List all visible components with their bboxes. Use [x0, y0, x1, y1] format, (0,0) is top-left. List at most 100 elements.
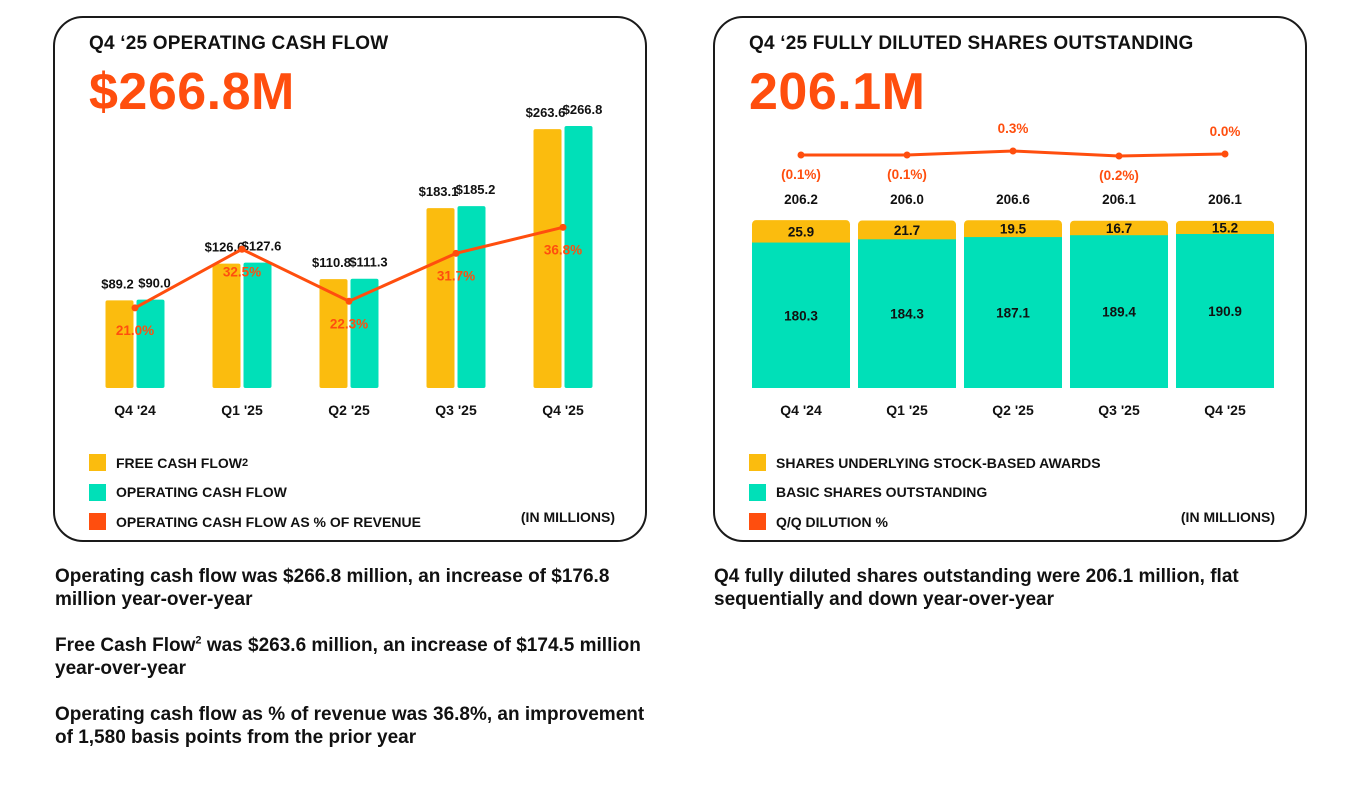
bar-free-cash-flow: [105, 300, 134, 388]
line-point-qq-dilution: [1009, 147, 1017, 155]
x-tick-label: Q2 '25: [992, 402, 1034, 418]
data-label-qq-dilution: 0.0%: [1210, 124, 1241, 139]
bar-stock-based-awards: [858, 220, 956, 244]
legend-swatch: [749, 483, 766, 501]
x-tick-label: Q4 '25: [1204, 402, 1246, 418]
headline-value: 206.1M: [749, 63, 926, 121]
legend-item-basic-shares: BASIC SHARES OUTSTANDING: [749, 478, 1101, 508]
data-label-basic-shares: 190.9: [1208, 304, 1242, 319]
caption-free-cash-flow: Free Cash Flow2 was $263.6 million, an i…: [55, 634, 641, 679]
legend-label: OPERATING CASH FLOW: [116, 484, 287, 501]
legend-item-operating-cash-flow: OPERATING CASH FLOW: [89, 478, 421, 508]
data-label-free-cash-flow: $89.2: [101, 276, 134, 291]
card-title: Q4 ‘25 OPERATING CASH FLOW: [89, 33, 389, 54]
data-label-free-cash-flow: $126.6: [205, 240, 245, 255]
bar-basic-shares: [964, 237, 1062, 388]
data-label-total-diluted: 206.1: [1102, 192, 1136, 207]
data-label-qq-dilution: 0.3%: [998, 121, 1029, 136]
line-point-qq-dilution: [903, 151, 911, 159]
data-label-total-diluted: 206.6: [996, 192, 1030, 207]
caption-ocf-pct: Operating cash flow as % of revenue was …: [55, 704, 645, 748]
card-title: Q4 ‘25 FULLY DILUTED SHARES OUTSTANDING: [749, 33, 1194, 54]
legend-item-qq-dilution: Q/Q DILUTION %: [749, 507, 1101, 537]
legend-item-ocf-pct-revenue: OPERATING CASH FLOW AS % OF REVENUE: [89, 507, 421, 537]
data-label-operating-cash-flow: $127.6: [242, 239, 282, 254]
data-label-total-diluted: 206.0: [890, 192, 924, 207]
diluted-shares-chart: 25.9 180.3 206.2 Q4 '24 21.7 184.3 206.0 Q1 '25…: [752, 121, 1274, 418]
x-tick-label: Q1 '25: [886, 402, 928, 418]
bar-operating-cash-flow: [136, 299, 165, 388]
legend-swatch: [89, 483, 106, 501]
legend-label: SHARES UNDERLYING STOCK-BASED AWARDS: [776, 454, 1101, 471]
x-tick-label: Q1 '25: [221, 402, 263, 418]
x-tick-label: Q3 '25: [435, 402, 477, 418]
bar-stock-based-awards: [964, 220, 1062, 242]
data-label-total-diluted: 206.1: [1208, 192, 1242, 207]
legend: SHARES UNDERLYING STOCK-BASED AWARDS BAS…: [749, 448, 1101, 537]
x-tick-label: Q4 '24: [780, 402, 822, 418]
bar-free-cash-flow: [533, 129, 562, 388]
right-captions: Q4 fully diluted shares outstanding were…: [714, 565, 1314, 634]
data-label-basic-shares: 187.1: [996, 306, 1030, 321]
data-label-operating-cash-flow: $111.3: [349, 255, 387, 270]
headline-value: $266.8M: [89, 63, 295, 121]
data-label-ocf-pct: 31.7%: [437, 268, 475, 283]
data-label-ocf-pct: 36.8%: [544, 242, 582, 257]
line-point-ocf-pct: [452, 249, 460, 257]
operating-cash-flow-chart: $89.2 $90.0 Q4 '24 $126.6$127.6 Q1 '25 $110.8…: [101, 102, 602, 418]
data-label-basic-shares: 180.3: [784, 308, 818, 323]
data-label-operating-cash-flow: $90.0: [138, 276, 171, 291]
legend-label: OPERATING CASH FLOW AS % OF REVENUE: [116, 513, 421, 530]
legend-swatch: [89, 454, 106, 472]
line-point-qq-dilution: [1115, 152, 1123, 160]
bar-free-cash-flow: [426, 208, 455, 388]
x-tick-label: Q4 '25: [542, 402, 584, 418]
bar-basic-shares: [752, 242, 850, 388]
caption-diluted-shares: Q4 fully diluted shares outstanding were…: [714, 566, 1239, 610]
legend-label: BASIC SHARES OUTSTANDING: [776, 484, 988, 501]
legend-swatch: [89, 513, 106, 531]
data-label-stock-based-awards: 15.2: [1212, 220, 1238, 235]
legend-swatch: [749, 454, 766, 472]
data-label-stock-based-awards: 16.7: [1106, 221, 1132, 236]
data-label-operating-cash-flow: $185.2: [456, 182, 496, 197]
bar-operating-cash-flow: [564, 125, 593, 388]
x-tick-label: Q2 '25: [328, 402, 370, 418]
left-captions: Operating cash flow was $266.8 million, …: [55, 565, 645, 772]
data-label-qq-dilution: (0.1%): [887, 167, 927, 182]
caption-operating-cash-flow: Operating cash flow was $266.8 million, …: [55, 566, 610, 610]
legend: FREE CASH FLOW 2 OPERATING CASH FLOW OPER…: [89, 448, 421, 537]
legend-item-stock-based-awards: SHARES UNDERLYING STOCK-BASED AWARDS: [749, 448, 1101, 478]
legend-item-free-cash-flow: FREE CASH FLOW 2: [89, 448, 421, 478]
bar-stock-based-awards: [1070, 220, 1168, 240]
bar-operating-cash-flow: [350, 278, 379, 388]
bar-stock-based-awards: [1176, 220, 1274, 238]
bar-stock-based-awards: [752, 220, 850, 247]
data-label-ocf-pct: 21.0%: [116, 323, 154, 338]
data-label-free-cash-flow: $110.8: [312, 255, 351, 270]
data-label-basic-shares: 189.4: [1102, 305, 1136, 320]
data-label-free-cash-flow: $263.6: [526, 105, 566, 120]
operating-cash-flow-card: Q4 ‘25 OPERATING CASH FLOW $266.8M $89.2…: [53, 16, 647, 542]
bar-operating-cash-flow: [457, 206, 486, 388]
data-label-ocf-pct: 22.3%: [330, 316, 368, 331]
line-point-ocf-pct: [131, 304, 139, 312]
units-note: (IN MILLIONS): [1180, 509, 1275, 525]
bar-free-cash-flow: [212, 263, 241, 388]
data-label-qq-dilution: (0.1%): [781, 167, 821, 182]
line-point-ocf-pct: [345, 297, 353, 305]
diluted-shares-card: Q4 ‘25 FULLY DILUTED SHARES OUTSTANDING …: [713, 16, 1307, 542]
data-label-ocf-pct: 32.5%: [223, 264, 261, 279]
data-label-total-diluted: 206.2: [784, 192, 818, 207]
data-label-stock-based-awards: 25.9: [788, 224, 814, 239]
units-note: (IN MILLIONS): [520, 509, 615, 525]
line-point-qq-dilution: [797, 151, 805, 159]
data-label-free-cash-flow: $183.1: [419, 184, 459, 199]
bar-operating-cash-flow: [243, 262, 272, 388]
data-label-qq-dilution: (0.2%): [1099, 168, 1139, 183]
legend-swatch: [749, 513, 766, 531]
line-point-ocf-pct: [559, 223, 567, 231]
data-label-basic-shares: 184.3: [890, 307, 924, 322]
x-tick-label: Q4 '24: [114, 402, 156, 418]
legend-label: FREE CASH FLOW: [116, 454, 242, 471]
